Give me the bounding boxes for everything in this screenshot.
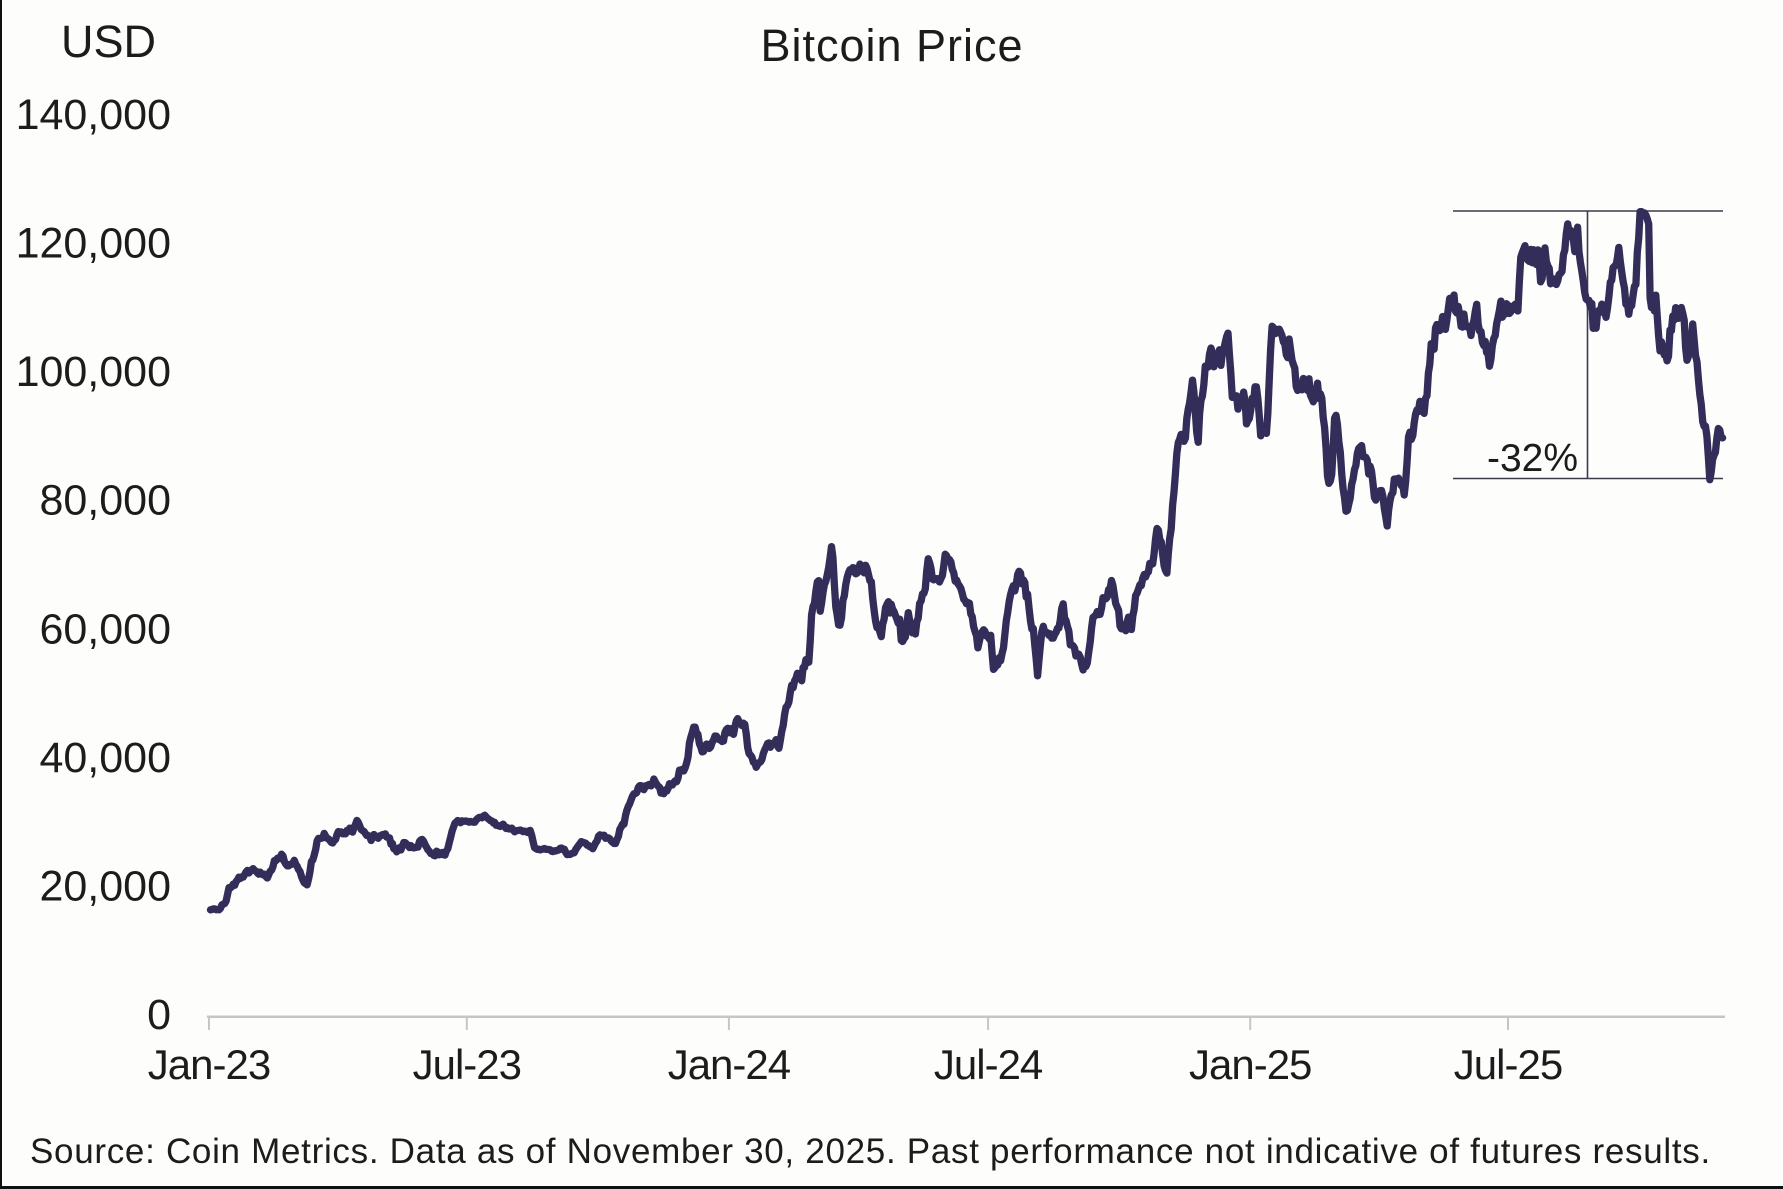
- svg-text:20,000: 20,000: [39, 862, 171, 910]
- svg-text:Source: Coin Metrics. Data as: Source: Coin Metrics. Data as of Novembe…: [30, 1132, 1711, 1171]
- svg-text:Jan-24: Jan-24: [668, 1041, 791, 1088]
- svg-text:Bitcoin Price: Bitcoin Price: [760, 20, 1023, 71]
- svg-text:-32%: -32%: [1487, 437, 1578, 480]
- svg-text:100,000: 100,000: [16, 348, 171, 396]
- svg-text:Jul-24: Jul-24: [934, 1041, 1043, 1088]
- svg-text:Jan-23: Jan-23: [148, 1041, 270, 1088]
- svg-text:140,000: 140,000: [16, 91, 171, 139]
- svg-text:40,000: 40,000: [39, 734, 171, 782]
- svg-text:Jul-25: Jul-25: [1454, 1041, 1562, 1088]
- svg-text:120,000: 120,000: [16, 220, 171, 268]
- svg-text:0: 0: [147, 991, 171, 1039]
- svg-text:80,000: 80,000: [39, 477, 171, 525]
- svg-text:USD: USD: [61, 16, 156, 67]
- svg-text:60,000: 60,000: [39, 605, 171, 653]
- svg-text:Jul-23: Jul-23: [413, 1041, 521, 1088]
- svg-text:Jan-25: Jan-25: [1189, 1041, 1311, 1088]
